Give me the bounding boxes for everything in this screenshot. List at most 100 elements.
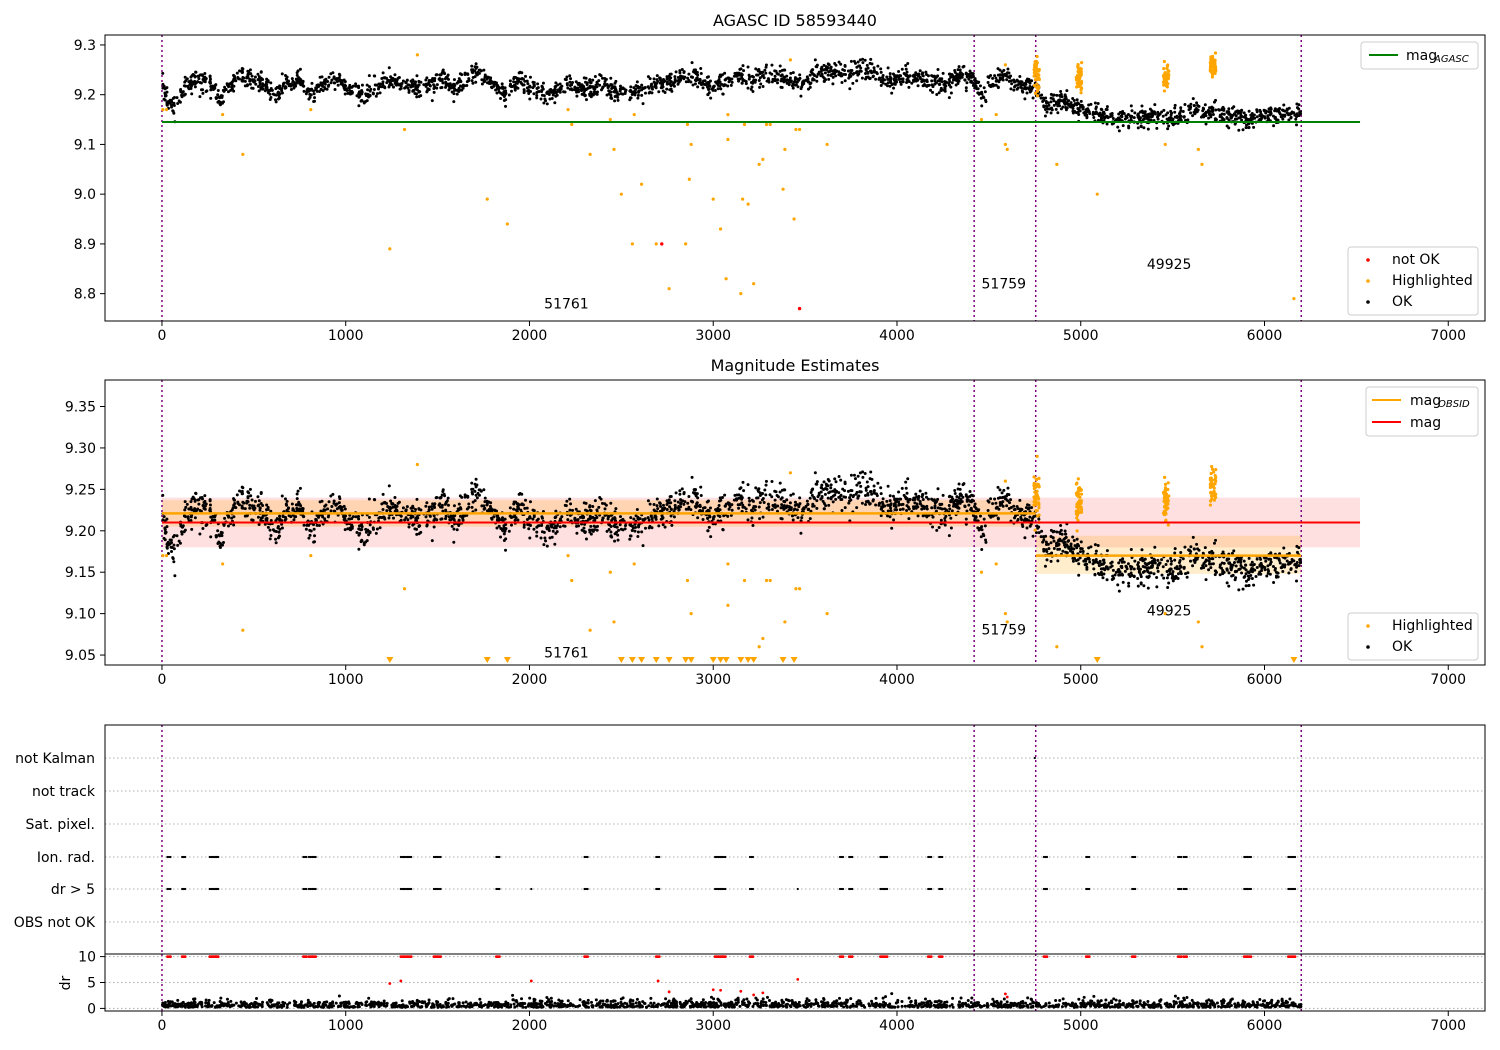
ok-point — [290, 502, 294, 506]
ok-point — [1227, 107, 1231, 111]
ok-point — [292, 518, 296, 522]
highlighted-point — [1077, 80, 1081, 84]
ok-point — [798, 502, 802, 506]
highlighted-point — [1032, 83, 1037, 88]
ok-point — [648, 77, 652, 81]
ok-point — [1105, 578, 1109, 582]
ok-point — [641, 102, 645, 106]
ok-point — [173, 574, 177, 578]
ok-point — [183, 500, 187, 504]
ok-point — [440, 493, 444, 497]
ok-point — [1208, 112, 1212, 116]
ok-point — [918, 489, 922, 493]
highlighted-point — [741, 197, 745, 201]
ok-point — [655, 504, 659, 508]
ok-point — [853, 477, 857, 481]
ok-point — [1124, 564, 1128, 568]
ok-point — [843, 64, 847, 68]
ok-point — [210, 518, 214, 522]
ok-point — [473, 69, 477, 73]
ok-point — [837, 495, 841, 499]
ok-point — [248, 79, 252, 83]
ok-point — [473, 489, 477, 493]
ok-point — [263, 522, 267, 526]
ok-point — [1281, 569, 1285, 573]
ok-point — [998, 77, 1002, 81]
highlighted-point — [630, 242, 634, 246]
ok-point — [950, 81, 954, 85]
ok-point — [1054, 102, 1058, 106]
agasc-panel: AGASC ID 58593440 0 1000 2000 3000 4000 5000 6… — [74, 11, 1486, 344]
ok-point — [996, 85, 1000, 89]
ok-point — [714, 508, 718, 512]
ok-point — [1018, 81, 1022, 85]
ok-point — [723, 71, 727, 75]
ok-point — [523, 79, 527, 83]
ok-point — [280, 494, 284, 498]
ok-point — [686, 501, 690, 505]
ok-point — [524, 74, 528, 78]
ok-point — [550, 97, 554, 101]
ok-point — [283, 74, 287, 78]
ok-point — [1006, 67, 1010, 71]
ok-point — [858, 69, 862, 73]
ok-point — [559, 88, 563, 92]
ok-point — [783, 75, 787, 79]
ok-point — [457, 524, 461, 528]
ok-point — [1049, 535, 1053, 539]
ok-point — [162, 515, 166, 519]
ok-point — [948, 80, 952, 84]
ok-point — [226, 90, 230, 94]
ok-point — [235, 71, 239, 75]
ok-point — [973, 85, 977, 89]
ok-point — [1298, 558, 1302, 562]
ok-point — [1250, 569, 1254, 573]
ok-point — [696, 516, 700, 520]
ok-point — [815, 75, 819, 79]
ok-point — [483, 79, 487, 83]
ok-point — [308, 95, 312, 99]
ok-point — [304, 527, 308, 531]
ok-point — [983, 524, 987, 528]
ok-point — [184, 84, 188, 88]
ok-point — [253, 499, 257, 503]
ok-point — [183, 80, 187, 84]
ok-point — [623, 524, 627, 528]
ok-point — [490, 516, 494, 520]
ok-point — [476, 491, 480, 495]
ok-point — [1043, 108, 1047, 112]
ok-point — [508, 506, 512, 510]
ok-point — [172, 547, 176, 551]
ok-point — [1191, 97, 1195, 101]
ok-point — [585, 87, 589, 91]
highlighted-point — [1213, 61, 1217, 65]
highlighted-point — [1032, 71, 1036, 75]
ok-point — [209, 535, 213, 539]
ok-point — [943, 523, 947, 527]
ok-point — [413, 527, 417, 531]
highlighted-point — [505, 222, 510, 226]
ok-point — [847, 501, 851, 505]
ok-point — [317, 523, 321, 527]
ok-point — [916, 84, 920, 88]
ok-point — [738, 77, 742, 81]
ok-point — [1285, 108, 1289, 112]
ok-point — [998, 488, 1002, 492]
highlighted-point — [739, 292, 743, 296]
ok-point — [751, 524, 755, 528]
ok-point — [831, 75, 835, 79]
ok-point — [289, 84, 293, 88]
highlighted-point — [1213, 64, 1217, 68]
ok-point — [378, 91, 382, 95]
ok-point — [826, 66, 830, 70]
ok-point — [1104, 565, 1108, 569]
ok-point — [1207, 559, 1211, 563]
ok-point — [1234, 557, 1238, 561]
ok-point — [1160, 110, 1164, 114]
ok-point — [809, 81, 813, 85]
ok-point — [509, 85, 513, 89]
ok-point — [792, 80, 796, 84]
ok-point — [1040, 529, 1044, 533]
ok-point — [1045, 110, 1049, 114]
ok-point — [650, 91, 654, 95]
